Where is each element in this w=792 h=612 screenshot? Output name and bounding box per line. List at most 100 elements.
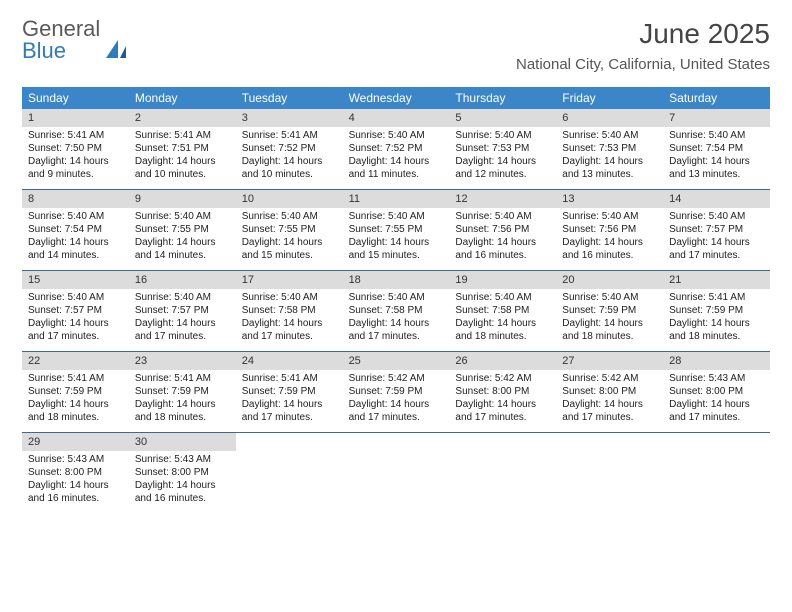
day-number: 22	[22, 352, 129, 370]
sunrise-line: Sunrise: 5:41 AM	[236, 129, 343, 142]
sunrise-line: Sunrise: 5:40 AM	[236, 210, 343, 223]
sunset-line: Sunset: 7:55 PM	[236, 223, 343, 236]
day-number: 11	[343, 190, 450, 208]
sunset-line: Sunset: 8:00 PM	[22, 466, 129, 479]
calendar-cell: 2Sunrise: 5:41 AMSunset: 7:51 PMDaylight…	[129, 109, 236, 189]
day-number: 27	[556, 352, 663, 370]
daylight-line-2: and 9 minutes.	[22, 168, 129, 181]
calendar-cell: 23Sunrise: 5:41 AMSunset: 7:59 PMDayligh…	[129, 352, 236, 432]
day-number: 14	[663, 190, 770, 208]
day-number: 17	[236, 271, 343, 289]
sunrise-line: Sunrise: 5:40 AM	[556, 210, 663, 223]
calendar-cell: 13Sunrise: 5:40 AMSunset: 7:56 PMDayligh…	[556, 190, 663, 270]
daylight-line-2: and 17 minutes.	[22, 330, 129, 343]
day-number: 8	[22, 190, 129, 208]
daylight-line-1: Daylight: 14 hours	[449, 155, 556, 168]
daylight-line-1: Daylight: 14 hours	[556, 236, 663, 249]
daylight-line-1: Daylight: 14 hours	[663, 398, 770, 411]
sunset-line: Sunset: 8:00 PM	[449, 385, 556, 398]
sunset-line: Sunset: 7:56 PM	[449, 223, 556, 236]
calendar-cell: 19Sunrise: 5:40 AMSunset: 7:58 PMDayligh…	[449, 271, 556, 351]
calendar-cell: 22Sunrise: 5:41 AMSunset: 7:59 PMDayligh…	[22, 352, 129, 432]
sunrise-line: Sunrise: 5:41 AM	[663, 291, 770, 304]
sunrise-line: Sunrise: 5:40 AM	[22, 210, 129, 223]
sunset-line: Sunset: 7:52 PM	[236, 142, 343, 155]
daylight-line-1: Daylight: 14 hours	[236, 236, 343, 249]
sunrise-line: Sunrise: 5:40 AM	[663, 129, 770, 142]
sunrise-line: Sunrise: 5:40 AM	[343, 210, 450, 223]
daylight-line-1: Daylight: 14 hours	[663, 317, 770, 330]
day-number: 30	[129, 433, 236, 451]
daylight-line-2: and 16 minutes.	[22, 492, 129, 505]
sunrise-line: Sunrise: 5:41 AM	[22, 372, 129, 385]
calendar-cell	[343, 433, 450, 513]
calendar-cell: 11Sunrise: 5:40 AMSunset: 7:55 PMDayligh…	[343, 190, 450, 270]
day-number: 7	[663, 109, 770, 127]
daylight-line-1: Daylight: 14 hours	[22, 479, 129, 492]
day-number: 5	[449, 109, 556, 127]
sunrise-line: Sunrise: 5:40 AM	[343, 291, 450, 304]
daylight-line-1: Daylight: 14 hours	[343, 236, 450, 249]
sunset-line: Sunset: 7:54 PM	[663, 142, 770, 155]
daylight-line-2: and 18 minutes.	[556, 330, 663, 343]
daylight-line-1: Daylight: 14 hours	[343, 155, 450, 168]
daylight-line-2: and 18 minutes.	[22, 411, 129, 424]
daylight-line-2: and 11 minutes.	[343, 168, 450, 181]
sunrise-line: Sunrise: 5:40 AM	[449, 291, 556, 304]
daylight-line-2: and 17 minutes.	[556, 411, 663, 424]
calendar-cell: 24Sunrise: 5:41 AMSunset: 7:59 PMDayligh…	[236, 352, 343, 432]
day-number: 10	[236, 190, 343, 208]
month-title: June 2025	[516, 18, 770, 50]
daylight-line-1: Daylight: 14 hours	[22, 398, 129, 411]
day-number: 20	[556, 271, 663, 289]
daylight-line-2: and 17 minutes.	[663, 249, 770, 262]
daylight-line-2: and 17 minutes.	[449, 411, 556, 424]
sunrise-line: Sunrise: 5:43 AM	[22, 453, 129, 466]
calendar-cell: 10 Sunrise: 5:40 AMSunset: 7:55 PMDayligh…	[236, 190, 343, 270]
sunrise-line: Sunrise: 5:40 AM	[343, 129, 450, 142]
logo-sail-icon	[104, 38, 130, 62]
daylight-line-2: and 18 minutes.	[449, 330, 556, 343]
sunset-line: Sunset: 7:53 PM	[556, 142, 663, 155]
day-header: Saturday	[663, 87, 770, 109]
logo-blue: Blue	[22, 40, 100, 62]
calendar-cell: 9Sunrise: 5:40 AMSunset: 7:55 PMDaylight…	[129, 190, 236, 270]
sunset-line: Sunset: 7:57 PM	[129, 304, 236, 317]
daylight-line-2: and 10 minutes.	[236, 168, 343, 181]
sunset-line: Sunset: 7:50 PM	[22, 142, 129, 155]
calendar-cell: 30Sunrise: 5:43 AMSunset: 8:00 PMDayligh…	[129, 433, 236, 513]
day-number: 16	[129, 271, 236, 289]
daylight-line-2: and 14 minutes.	[129, 249, 236, 262]
day-number: 29	[22, 433, 129, 451]
daylight-line-2: and 16 minutes.	[129, 492, 236, 505]
sunrise-line: Sunrise: 5:40 AM	[556, 291, 663, 304]
sunrise-line: Sunrise: 5:40 AM	[449, 210, 556, 223]
daylight-line-1: Daylight: 14 hours	[556, 155, 663, 168]
daylight-line-2: and 16 minutes.	[449, 249, 556, 262]
calendar-cell	[236, 433, 343, 513]
sunset-line: Sunset: 7:53 PM	[449, 142, 556, 155]
daylight-line-1: Daylight: 14 hours	[556, 398, 663, 411]
day-number: 26	[449, 352, 556, 370]
week-row: 29 Sunrise: 5:43 AMSunset: 8:00 PMDayligh…	[22, 433, 770, 513]
day-header-row: Sunday Monday Tuesday Wednesday Thursday…	[22, 87, 770, 109]
week-row: 15Sunrise: 5:40 AMSunset: 7:57 PMDayligh…	[22, 271, 770, 352]
calendar-cell: 8Sunrise: 5:40 AMSunset: 7:54 PMDaylight…	[22, 190, 129, 270]
calendar-cell: 6Sunrise: 5:40 AMSunset: 7:53 PMDaylight…	[556, 109, 663, 189]
calendar-cell	[556, 433, 663, 513]
daylight-line-2: and 18 minutes.	[129, 411, 236, 424]
sunset-line: Sunset: 8:00 PM	[129, 466, 236, 479]
sunset-line: Sunset: 7:57 PM	[22, 304, 129, 317]
daylight-line-2: and 18 minutes.	[663, 330, 770, 343]
sunset-line: Sunset: 7:58 PM	[343, 304, 450, 317]
week-row: 8Sunrise: 5:40 AMSunset: 7:54 PMDaylight…	[22, 190, 770, 271]
header: General Blue June 2025 National City, Ca…	[0, 0, 792, 77]
day-number: 13	[556, 190, 663, 208]
calendar-cell: 29 Sunrise: 5:43 AMSunset: 8:00 PMDayligh…	[22, 433, 129, 513]
sunset-line: Sunset: 7:52 PM	[343, 142, 450, 155]
day-number: 4	[343, 109, 450, 127]
calendar-cell: 7Sunrise: 5:40 AMSunset: 7:54 PMDaylight…	[663, 109, 770, 189]
day-header: Wednesday	[343, 87, 450, 109]
day-number: 6	[556, 109, 663, 127]
day-number: 1	[22, 109, 129, 127]
